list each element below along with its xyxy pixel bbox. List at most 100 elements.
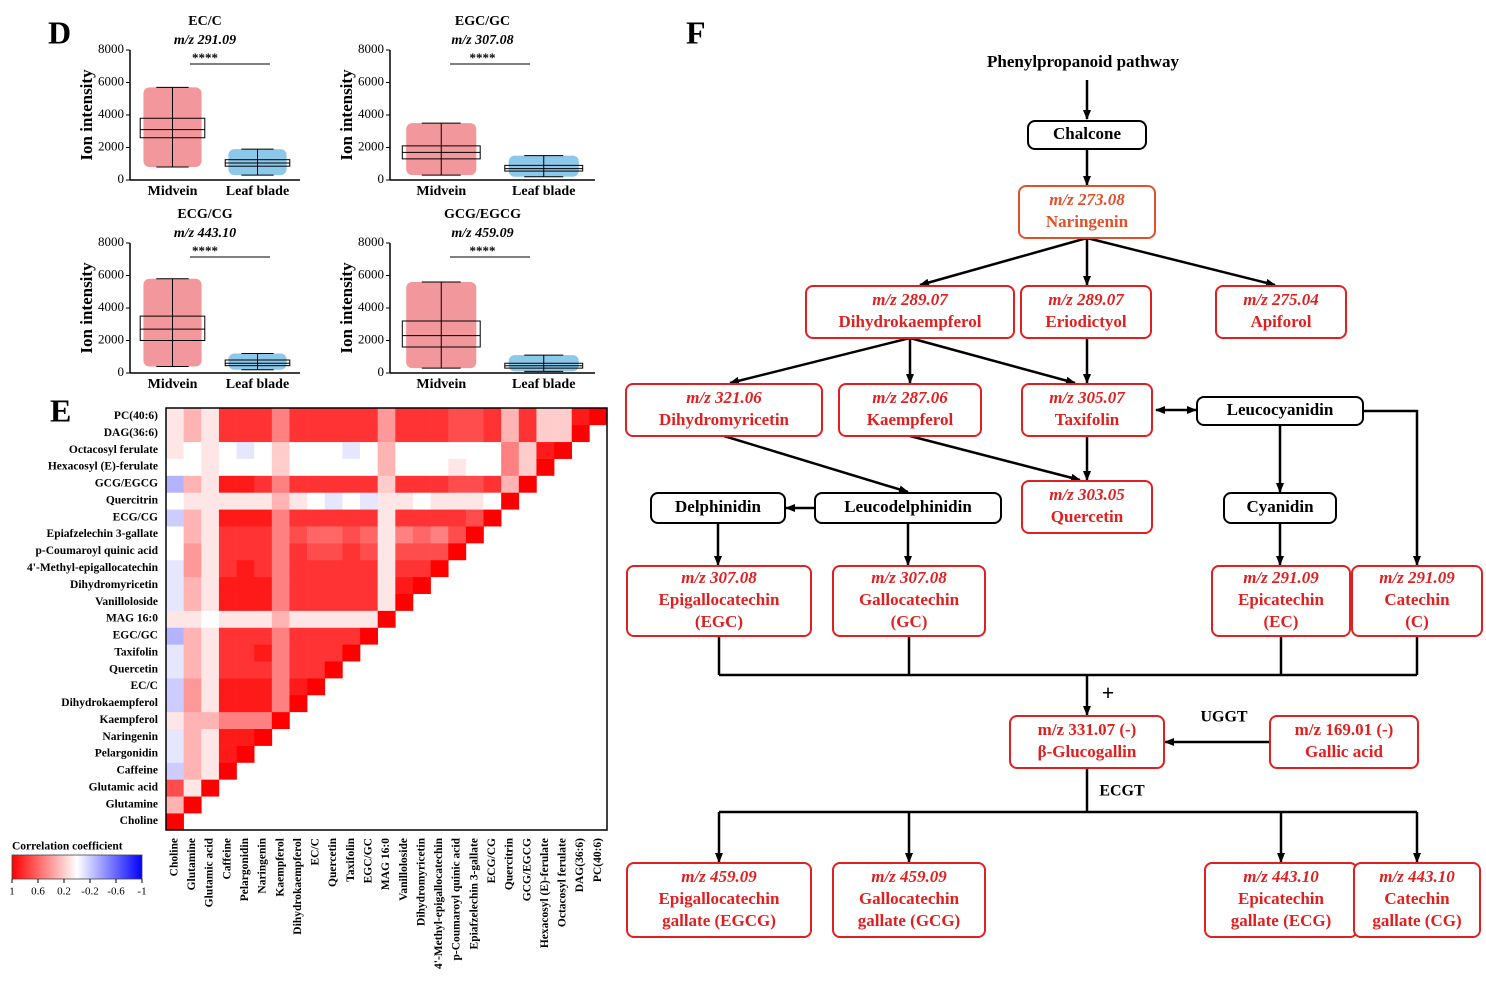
heatmap-cell — [307, 576, 326, 594]
column-label: Choline — [168, 838, 180, 876]
heatmap-cell — [324, 576, 343, 594]
row-label: EGC/GC — [113, 630, 158, 642]
node-label: m/z 291.09 — [1243, 568, 1319, 587]
heatmap-cell — [448, 424, 467, 443]
box — [401, 320, 481, 348]
significance: **** — [470, 243, 496, 258]
column-label: Taxifolin — [345, 837, 357, 881]
heatmap-cell — [360, 593, 378, 611]
heatmap-cell — [430, 408, 449, 426]
significance: **** — [192, 243, 218, 258]
heatmap-cell — [289, 678, 308, 696]
heatmap-cell — [201, 424, 220, 443]
heatmap-cell — [201, 728, 220, 746]
node-label: m/z 289.07 — [1048, 290, 1125, 309]
node-label: (GC) — [891, 612, 928, 631]
heatmap-cell — [183, 728, 202, 746]
heatmap-cell — [465, 408, 484, 426]
heatmap-cell — [536, 458, 555, 476]
heatmap-cell — [412, 408, 431, 426]
heatmap-cell — [254, 661, 273, 679]
heatmap-cell — [360, 492, 378, 510]
heatmap-cell — [183, 509, 202, 527]
heatmap-cell — [166, 610, 184, 628]
heatmap-cell — [201, 458, 220, 476]
node-box — [1027, 120, 1147, 150]
heatmap-cell — [201, 543, 220, 561]
heatmap-cell — [324, 509, 343, 527]
colorbar — [11, 854, 143, 880]
heatmap-cell — [183, 678, 202, 696]
y-axis-label: Ion intensity — [337, 262, 356, 354]
heatmap-cell — [501, 458, 520, 476]
y-tick-label: 6000 — [98, 266, 124, 281]
heatmap-cell — [166, 627, 184, 645]
row-label: Epiafzelechin 3-gallate — [47, 528, 158, 540]
heatmap-cell — [236, 593, 255, 611]
heatmap-cell — [254, 441, 273, 459]
node-label: Dihydrokaempferol — [839, 312, 982, 331]
heatmap-cell — [183, 441, 202, 459]
heatmap-cell — [289, 458, 308, 476]
heatmap-cell — [307, 559, 326, 578]
heatmap-cell — [501, 408, 520, 426]
heatmap-cell — [183, 458, 202, 476]
y-tick-label: 4000 — [98, 106, 124, 121]
heatmap-cell — [501, 492, 520, 510]
heatmap-cell — [289, 543, 308, 561]
heatmap-cell — [183, 644, 202, 662]
heatmap-cell — [430, 492, 449, 510]
column-label: Quercetin — [327, 837, 339, 887]
heatmap-cell — [342, 475, 361, 493]
heatmap-cell — [430, 559, 449, 578]
node-label: Eriodictyol — [1045, 312, 1126, 331]
heatmap-cell — [412, 543, 431, 561]
column-label: EGC/GC — [363, 838, 375, 883]
heatmap-cell — [271, 475, 290, 493]
heatmap-cell — [518, 441, 537, 459]
node-box — [1020, 285, 1152, 339]
heatmap-cell — [271, 644, 290, 662]
heatmap-cell — [166, 509, 184, 527]
column-label: Epiafzelechin 3-gallate — [468, 838, 480, 949]
heatmap-cell — [166, 661, 184, 679]
heatmap-cell — [395, 526, 414, 544]
heatmap-cell — [289, 475, 308, 493]
row-label: Caffeine — [116, 765, 158, 777]
node-label: Leucocyanidin — [1227, 400, 1334, 419]
heatmap-cell — [465, 492, 484, 510]
heatmap-cell — [430, 475, 449, 493]
heatmap-cell — [289, 694, 308, 713]
node-label: (C) — [1405, 612, 1429, 631]
pathway-label: UGGT — [1200, 709, 1247, 726]
heatmap-cell — [254, 509, 273, 527]
heatmap-cell — [289, 661, 308, 679]
heatmap-cell — [254, 492, 273, 510]
heatmap-cell — [166, 492, 184, 510]
heatmap-cell — [483, 509, 502, 527]
heatmap-cell — [201, 745, 220, 763]
heatmap-cell — [201, 475, 220, 493]
heatmap-cell — [501, 475, 520, 493]
heatmap-cell — [324, 627, 343, 645]
heatmap-cell — [360, 424, 378, 443]
heatmap-cell — [254, 408, 273, 426]
heatmap-cell — [271, 526, 290, 544]
heatmap-cell — [465, 526, 484, 544]
heatmap-cell — [271, 694, 290, 713]
heatmap-cell — [289, 627, 308, 645]
colorbar-tick-label: 0.2 — [57, 886, 71, 898]
heatmap-cell — [465, 475, 484, 493]
pathway-label: ECGT — [1099, 783, 1145, 800]
heatmap-cell — [271, 711, 290, 730]
heatmap-cell — [183, 475, 202, 493]
heatmap-cell — [166, 593, 184, 611]
node-box — [650, 492, 786, 524]
heatmap-cell — [271, 593, 290, 611]
node-label: gallate (CG) — [1372, 911, 1461, 930]
node-box — [1269, 715, 1419, 769]
node-label: Catechin — [1384, 889, 1450, 908]
heatmap-cell — [218, 559, 237, 578]
heatmap-cell — [183, 796, 202, 814]
heatmap-cell — [236, 694, 255, 713]
